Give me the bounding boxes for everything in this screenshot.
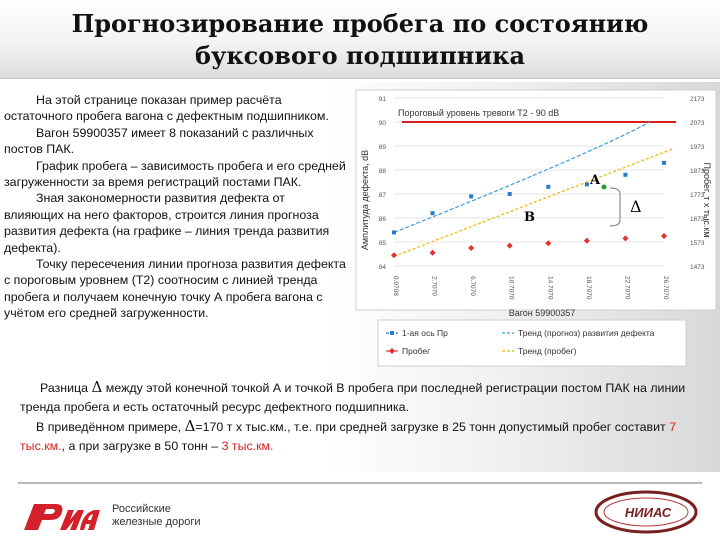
mileage-points — [391, 233, 667, 259]
defect-point — [392, 230, 396, 235]
point-a — [601, 184, 607, 190]
delta-label: Δ — [630, 197, 642, 216]
paragraph-3: График пробега – зависимость пробега и е… — [4, 158, 346, 190]
footer-divider — [18, 482, 702, 484]
x-tick-label: 2.7070 — [431, 276, 438, 296]
delta-bracket — [609, 187, 621, 227]
delta-symbol: Δ — [91, 378, 103, 396]
y-axis-right-title: Пробег, т х тыс.км — [702, 162, 712, 237]
paragraph-1: На этой странице показан пример расчёта … — [4, 93, 329, 124]
x-tick-label: 10.7070 — [508, 276, 515, 300]
y-tick-right: 1773 — [690, 192, 705, 199]
y-tick-left: 90 — [379, 120, 387, 127]
title-line-2: буксового подшипника — [194, 41, 526, 70]
legend-defect: 1-ая ось Пр — [402, 328, 448, 338]
legend-marker-defect — [390, 331, 394, 335]
paragraph-5: Точку пересечения линии прогноза развити… — [4, 257, 346, 321]
defect-point — [507, 192, 512, 196]
y-tick-left: 84 — [379, 264, 387, 271]
mileage-point — [391, 252, 397, 259]
value-25t: 7 тыс.км. — [20, 420, 677, 453]
threshold-label: Пороговый уровень тревоги Т2 - 90 dB — [398, 108, 559, 118]
rzd-text-line-2: железные дороги — [112, 516, 201, 528]
defect-point — [584, 182, 589, 187]
x-tick-label: 14.7070 — [546, 276, 553, 300]
y-tick-right: 1473 — [690, 264, 705, 271]
y-tick-left: 91 — [379, 96, 387, 103]
example-paragraph: В приведённом примере, Δ=170 т х тыс.км.… — [20, 417, 710, 456]
y-tick-left: 85 — [379, 240, 387, 247]
mileage-point — [429, 249, 436, 256]
y-tick-left: 87 — [379, 192, 387, 199]
rzd-emblem-icon — [24, 504, 100, 530]
title-band — [0, 0, 720, 79]
defect-point — [469, 194, 474, 199]
rzd-text-line-1: Российские — [112, 503, 171, 515]
y-tick-right: 1873 — [690, 168, 705, 175]
legend-marker-mileage — [389, 348, 395, 354]
defect-chart: 91 90 89 88 87 86 85 84 2173 2073 1973 1873 1773 167… — [355, 89, 717, 367]
point-b-label: B — [524, 210, 535, 225]
niias-inner-ring-icon — [603, 497, 689, 527]
page-title: Прогнозирование пробега по состоянию бук… — [0, 8, 720, 72]
y-tick-right: 1573 — [690, 240, 705, 247]
y-tick-right: 2173 — [690, 96, 705, 103]
y-axis-left-title: Амплитуда дефекта, dB — [360, 150, 370, 250]
difference-pre: Разница — [40, 381, 89, 395]
defect-point — [430, 211, 435, 216]
y-tick-left: 86 — [379, 216, 387, 223]
niias-ring-icon — [594, 490, 698, 534]
chart-legend — [377, 319, 687, 367]
defect-point — [546, 184, 551, 189]
legend-trend-mileage: Тренд (пробег) — [518, 346, 577, 356]
description-text: На этой странице показан пример расчёта … — [4, 92, 346, 322]
legend-trend-defect: Тренд (прогноз) развития дефекта — [518, 328, 655, 338]
defect-point — [623, 172, 628, 177]
example-pre: В приведённом примере, — [36, 420, 182, 434]
defect-trend-line — [393, 121, 651, 233]
mileage-point — [583, 237, 590, 244]
mileage-point — [622, 235, 629, 242]
y-axis-right: 2173 2073 1973 1873 1773 1673 1573 1473 — [690, 96, 705, 271]
delta-symbol-2: Δ — [184, 417, 196, 435]
x-tick-label: 22.7070 — [623, 276, 630, 300]
x-tick-label: 26.7070 — [662, 276, 669, 300]
rzd-logo: Российские железные дороги — [24, 503, 201, 530]
title-line-1: Прогнозирование пробега по состоянию — [71, 9, 649, 38]
point-a-label: A — [589, 173, 601, 188]
y-tick-left: 89 — [379, 144, 387, 151]
mileage-point — [545, 240, 552, 247]
y-axis-left: 91 90 89 88 87 86 85 84 — [379, 96, 387, 271]
legend-mileage: Пробег — [402, 346, 430, 356]
niias-label: НИИАС — [625, 505, 672, 520]
x-axis-title: Вагон 59900357 — [509, 308, 576, 318]
y-tick-right: 2073 — [690, 120, 705, 127]
mileage-point — [506, 242, 513, 249]
x-axis: 0.0708 2.7070 6.7070 10.7070 14.7070 18.7070 2… — [392, 276, 669, 300]
niias-logo: НИИАС — [594, 490, 698, 534]
difference-paragraph: Разница Δ между этой конечной точкой А и… — [20, 378, 710, 417]
paragraph-4: Зная закономерности развития дефекта от … — [4, 191, 330, 255]
example-mid: =170 т х тыс.км., т.е. при средней загру… — [195, 420, 666, 434]
defect-points — [392, 160, 666, 235]
plot-frame — [355, 89, 717, 311]
y-tick-right: 1673 — [690, 216, 705, 223]
mileage-point — [468, 245, 475, 251]
y-tick-right: 1973 — [690, 144, 705, 151]
difference-post: между этой конечной точкой А и точкой В … — [20, 381, 686, 414]
example-mid-2: , а при загрузке в 50 тонн – — [61, 439, 219, 453]
x-tick-label: 6.7070 — [469, 276, 476, 296]
value-50t: 3 тыс.км. — [221, 439, 274, 453]
mileage-point — [661, 233, 667, 239]
paragraph-2: Вагон 59900357 имеет 8 показаний с разли… — [4, 125, 314, 157]
mileage-trend-line — [393, 147, 675, 258]
x-tick-label: 18.7070 — [585, 276, 592, 300]
defect-point — [662, 160, 666, 165]
y-tick-left: 88 — [379, 168, 387, 175]
conclusion-text: Разница Δ между этой конечной точкой А и… — [20, 378, 710, 456]
x-tick-label: 0.0708 — [392, 276, 399, 296]
